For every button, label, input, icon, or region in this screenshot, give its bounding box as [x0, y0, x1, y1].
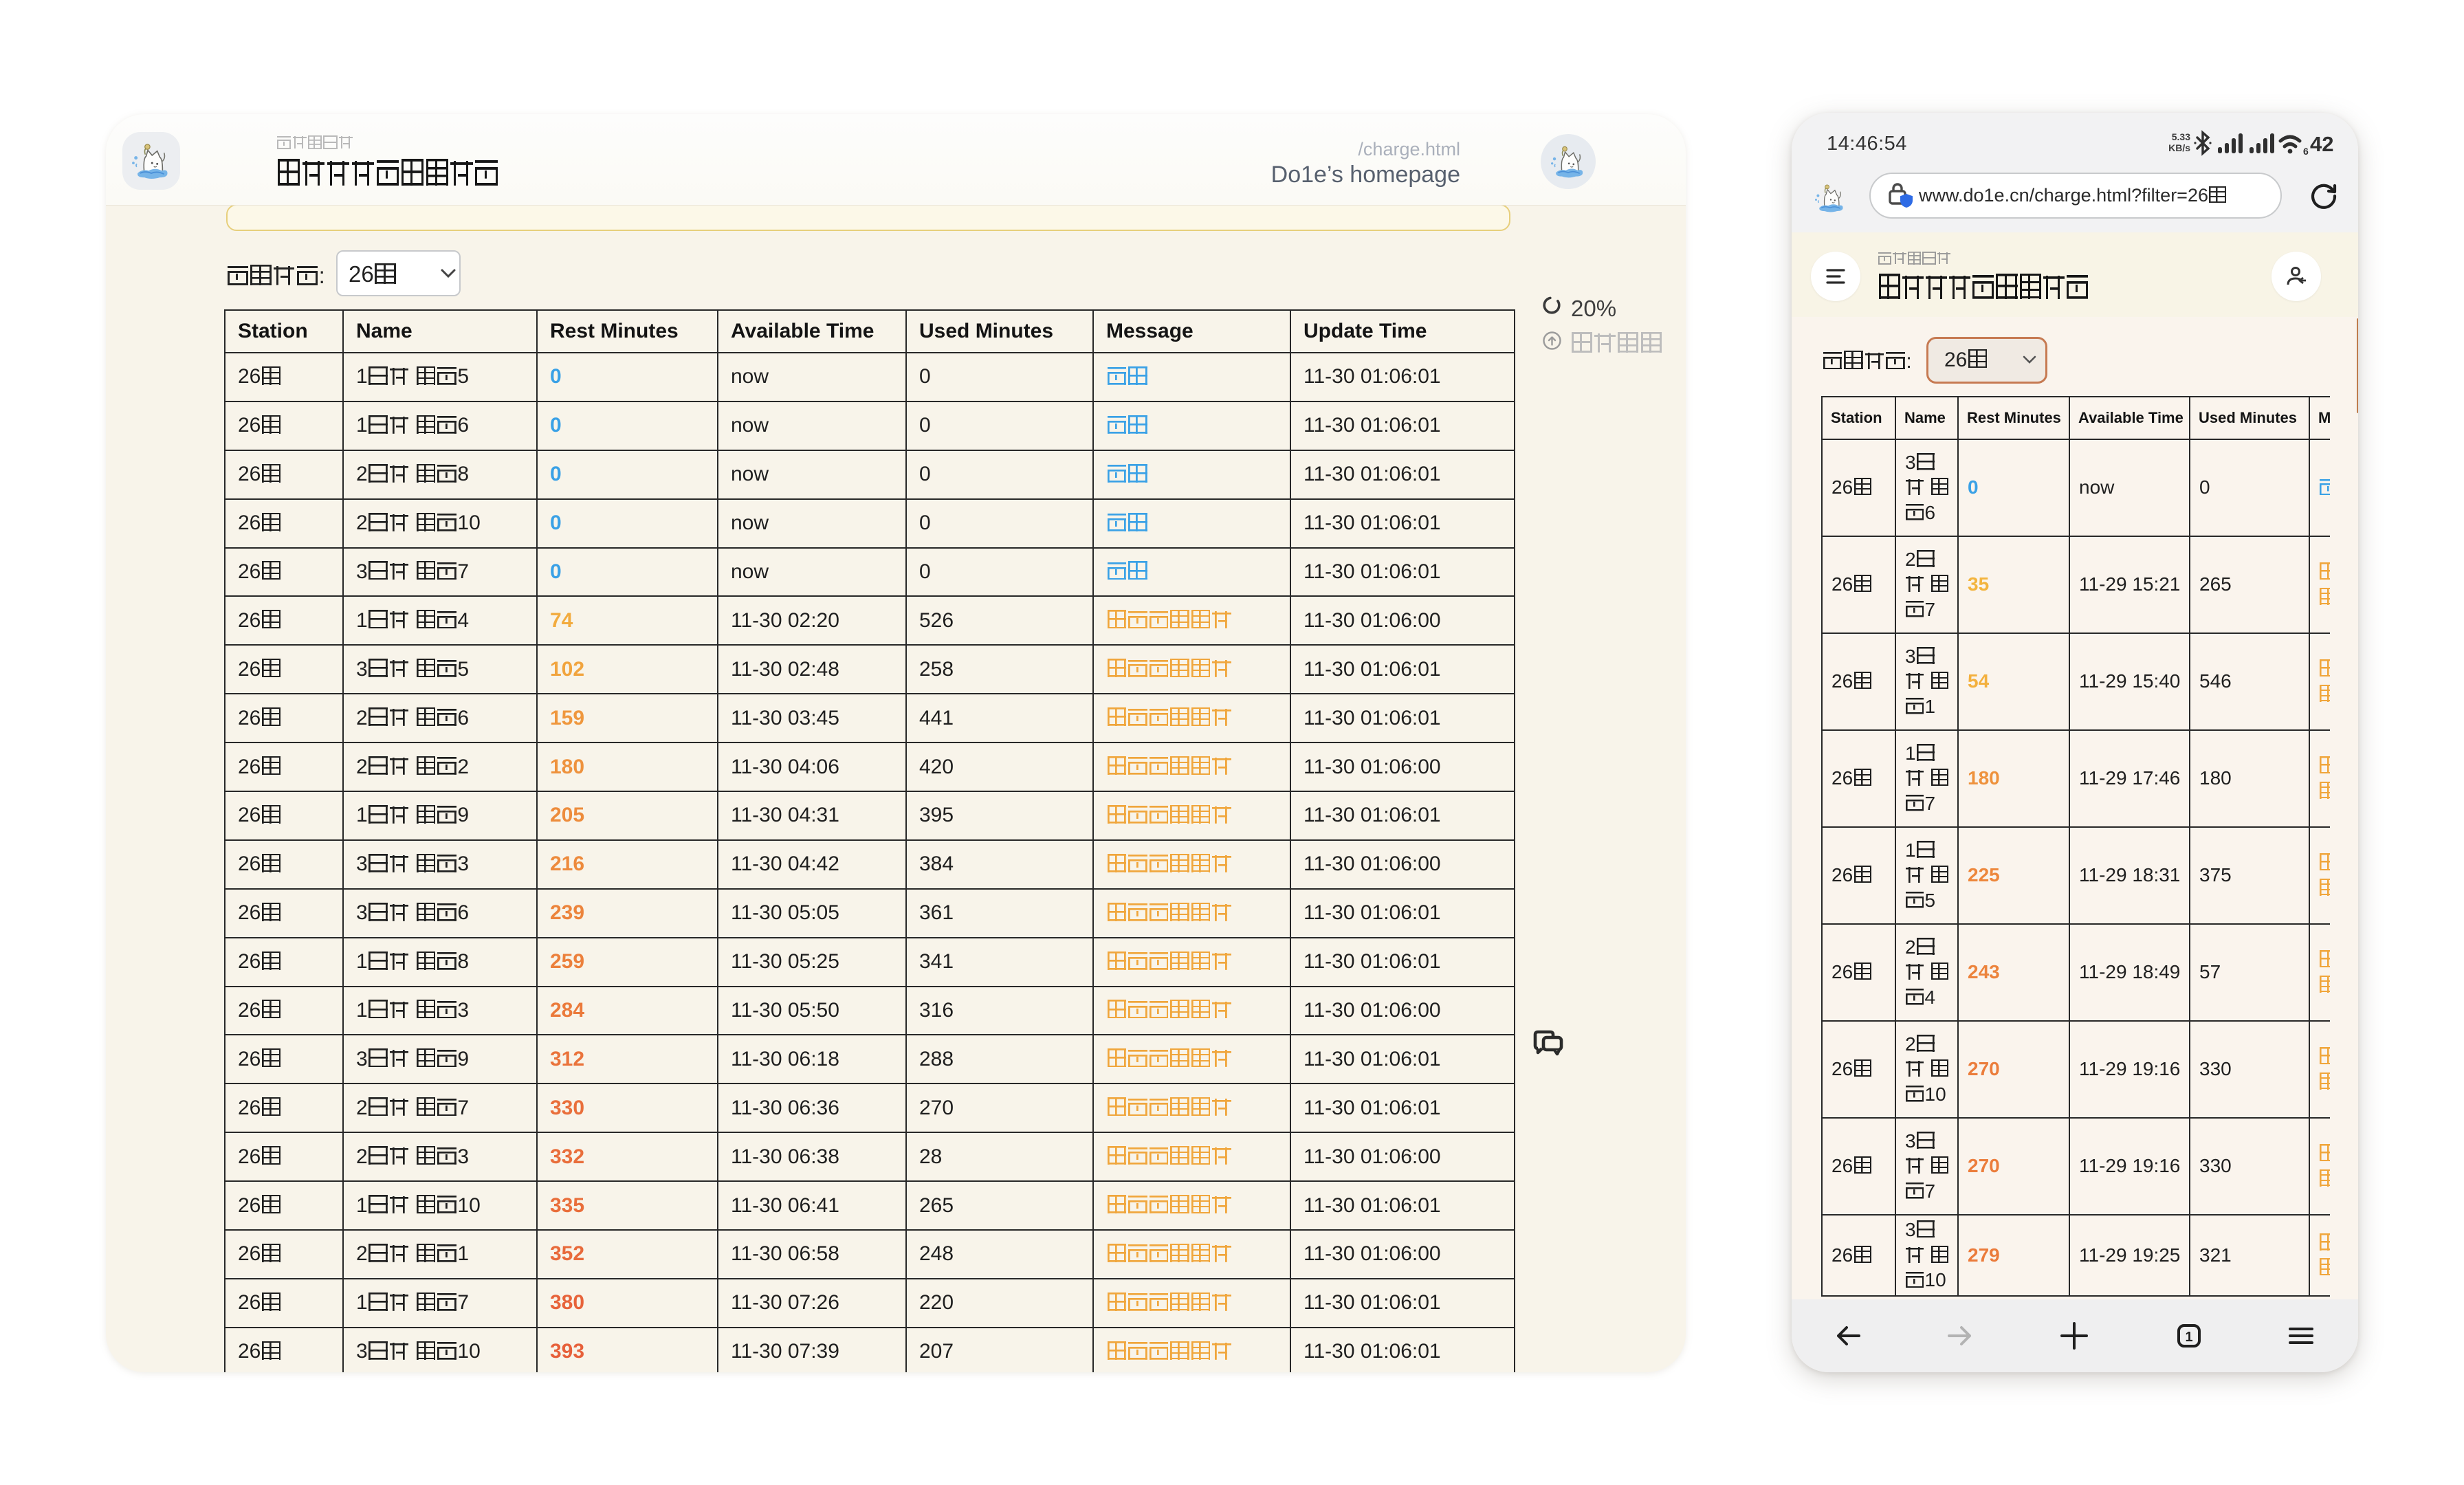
svg-text:6: 6	[2303, 146, 2309, 157]
svg-text:1: 1	[2185, 1330, 2192, 1345]
svg-text:5.33: 5.33	[2172, 131, 2190, 142]
svg-text:42: 42	[2310, 132, 2333, 156]
svg-text:KB/s: KB/s	[2168, 142, 2190, 153]
